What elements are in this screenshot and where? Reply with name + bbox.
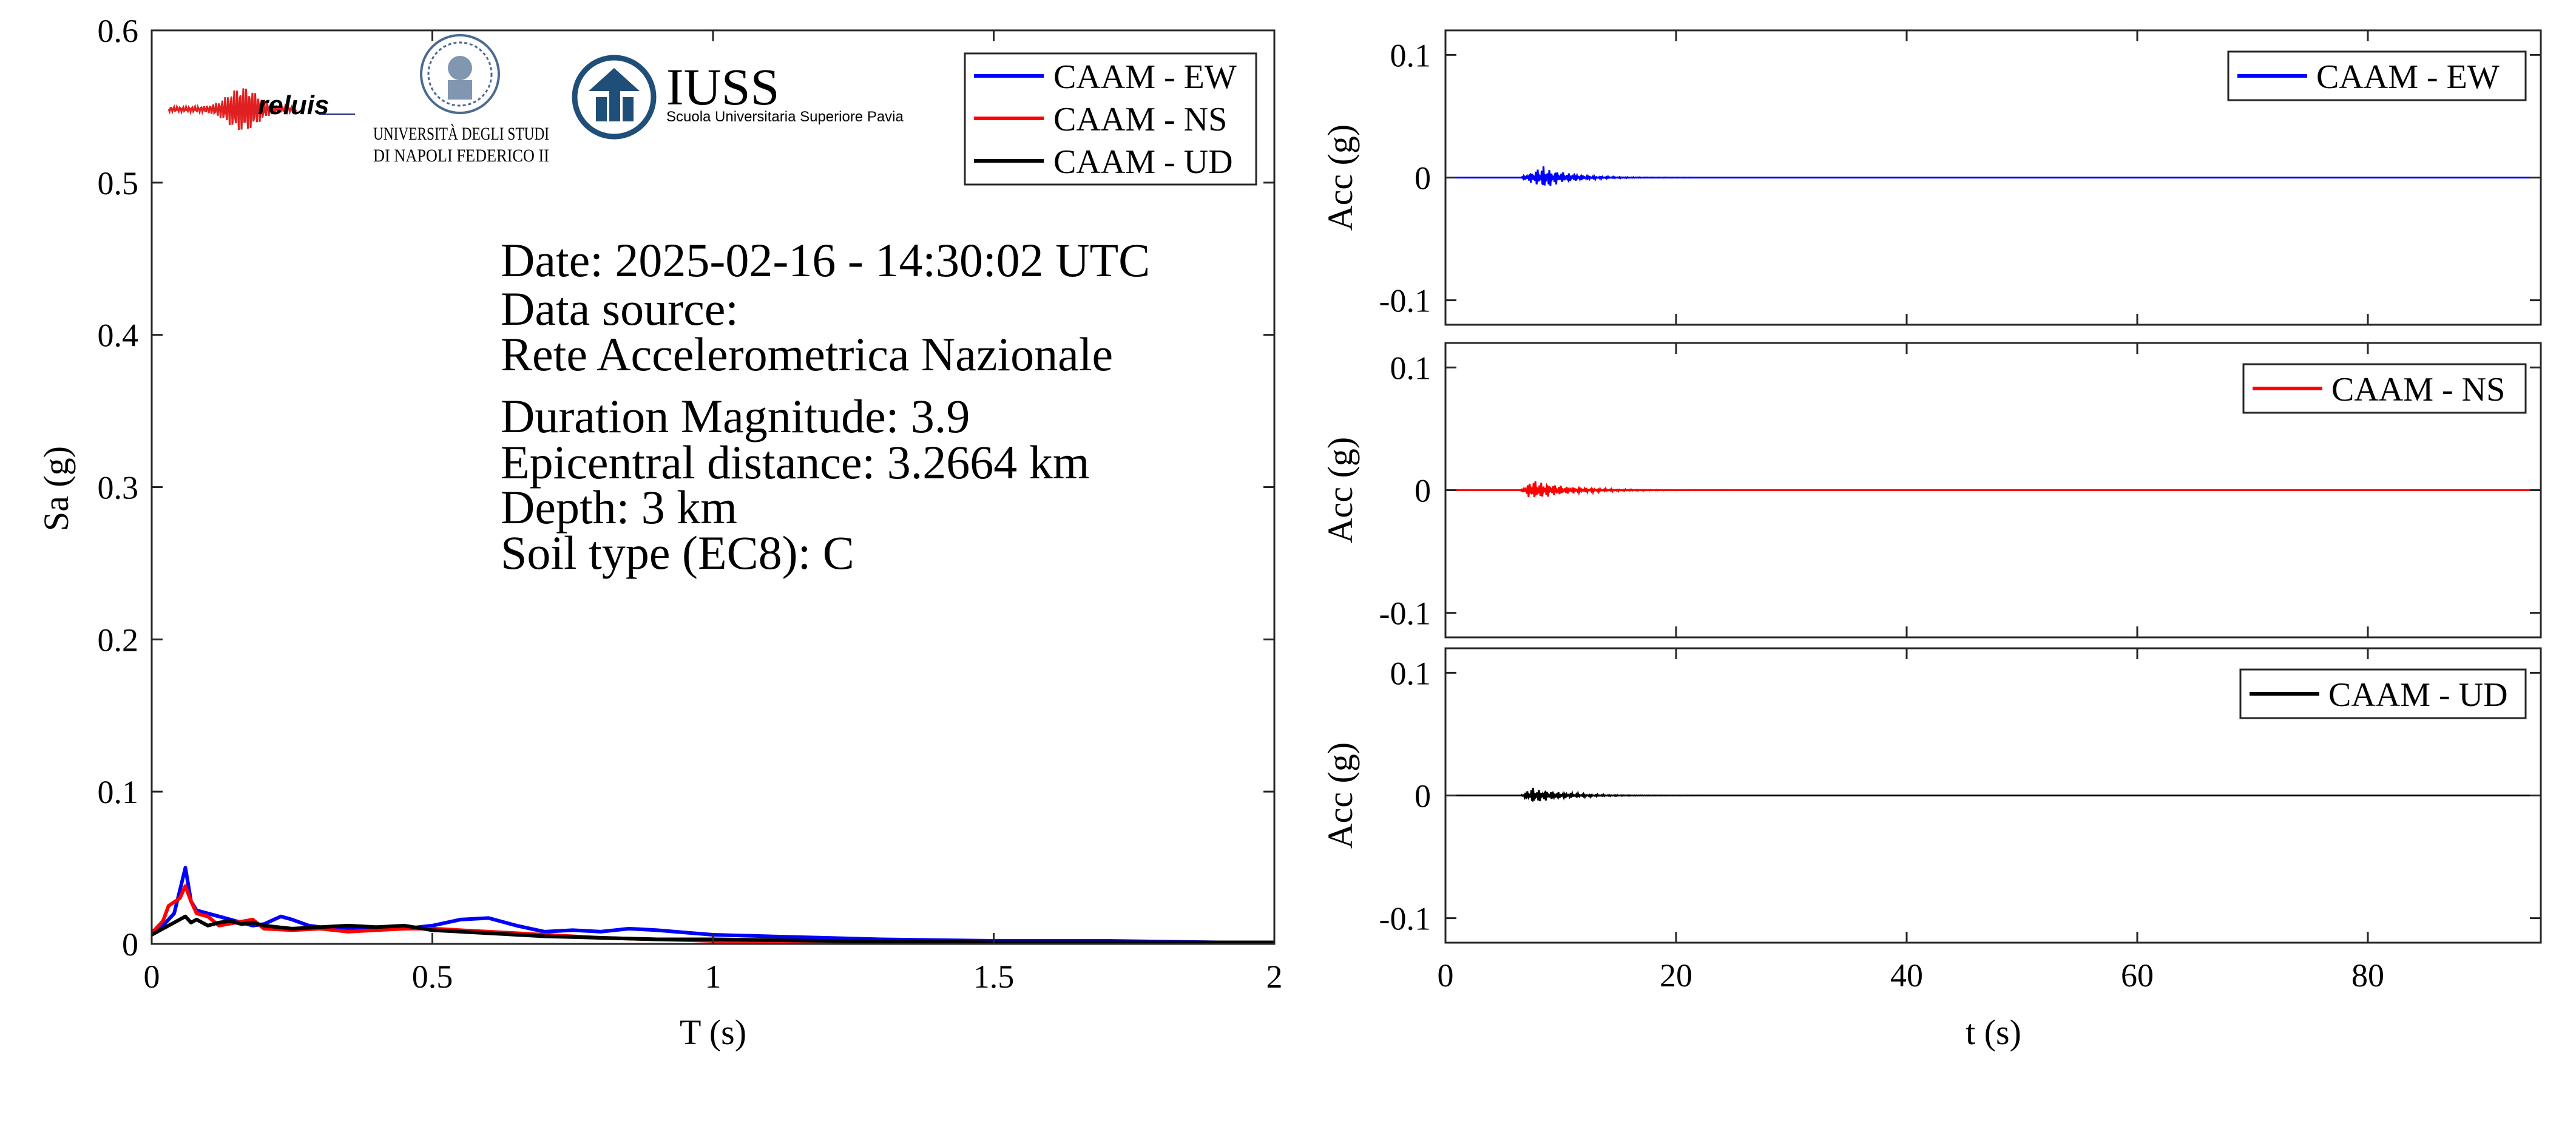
acc-signal-line bbox=[1445, 481, 2541, 498]
event-date: Date: 2025-02-16 - 14:30:02 UTC bbox=[501, 234, 1150, 287]
y-tick-label: 0.2 bbox=[98, 622, 139, 658]
soil-type: Soil type (EC8): C bbox=[501, 526, 854, 579]
iuss-logo: IUSS Scuola Universitaria Superiore Pavi… bbox=[572, 55, 904, 140]
acc-y-axis-label: Acc (g) bbox=[1320, 742, 1360, 849]
svg-text:UNIVERSITÀ DEGLI STUDI: UNIVERSITÀ DEGLI STUDI bbox=[373, 124, 549, 144]
x-tick-label: 60 bbox=[2121, 957, 2154, 994]
acc-legend-label: CAAM - UD bbox=[2328, 676, 2508, 714]
y-tick-label: -0.1 bbox=[1379, 595, 1431, 632]
x-tick-label: 0.5 bbox=[412, 958, 453, 995]
y-tick-label: 0.5 bbox=[98, 165, 139, 202]
acc-legend-box bbox=[2242, 363, 2527, 414]
y-tick-label: -0.1 bbox=[1379, 283, 1431, 319]
spectrum-x-axis-label: T (s) bbox=[680, 1012, 746, 1052]
response-spectrum-chart: 0 0.5 1 1.5 2 0 0.1 0.2 0.3 0.4 0.5 0.6 T (s) Sa (g… bbox=[36, 13, 1283, 1052]
legend-ew: CAAM - EW bbox=[1053, 58, 1237, 96]
acc-legend-label: CAAM - EW bbox=[2316, 58, 2500, 96]
y-tick-label: 0.3 bbox=[98, 470, 139, 506]
y-tick-label: 0.1 bbox=[1390, 655, 1432, 691]
x-tick-label: 1 bbox=[705, 958, 722, 995]
x-tick-label: 2 bbox=[1266, 958, 1283, 995]
reluis-logo: reluis bbox=[167, 88, 355, 131]
acc-y-axis-label: Acc (g) bbox=[1320, 124, 1360, 231]
acc-legend-label: CAAM - NS bbox=[2331, 371, 2505, 409]
spectrum-y-axis-label: Sa (g) bbox=[36, 446, 76, 531]
epicentral-distance: Epicentral distance: 3.2664 km bbox=[501, 436, 1089, 489]
duration-magnitude: Duration Magnitude: 3.9 bbox=[501, 390, 970, 443]
acc-signal-line bbox=[1445, 166, 2541, 186]
x-tick-label: 1.5 bbox=[973, 958, 1015, 995]
x-tick-label: 80 bbox=[2351, 957, 2384, 994]
time-x-axis-label: t (s) bbox=[1966, 1012, 2021, 1052]
legend-ud: CAAM - UD bbox=[1053, 143, 1233, 181]
unina-logo: UNIVERSITÀ DEGLI STUDI DI NAPOLI FEDERIC… bbox=[373, 34, 549, 166]
spectrum-series-line bbox=[150, 914, 1274, 945]
x-tick-label: 0 bbox=[144, 958, 160, 995]
spectrum-legend: CAAM - EW CAAM - NS CAAM - UD bbox=[964, 52, 1257, 186]
y-tick-label: 0 bbox=[122, 926, 138, 963]
svg-text:reluis: reluis bbox=[258, 90, 329, 120]
acc-y-axis-label: Acc (g) bbox=[1320, 437, 1360, 544]
acc-panel: -0.1 0 0.1 Acc (g) CAAM - EW bbox=[1320, 29, 2542, 326]
y-tick-label: 0.4 bbox=[98, 317, 139, 354]
svg-text:Scuola Universitaria Superiore: Scuola Universitaria Superiore Pavia bbox=[666, 109, 904, 125]
x-tick-label: 40 bbox=[1890, 957, 1923, 994]
y-tick-label: 0.1 bbox=[98, 774, 139, 810]
data-source-label: Data source: bbox=[501, 282, 739, 335]
y-tick-label: -0.1 bbox=[1379, 901, 1431, 937]
event-info: Date: 2025-02-16 - 14:30:02 UTC Data sou… bbox=[501, 234, 1150, 579]
y-tick-label: 0.1 bbox=[1390, 350, 1432, 386]
acc-legend-box bbox=[2227, 50, 2527, 101]
y-tick-label: 0.6 bbox=[98, 13, 139, 49]
acc-panel: -0.1 0 0.1 Acc (g) CAAM - NS bbox=[1320, 342, 2542, 639]
depth: Depth: 3 km bbox=[501, 481, 737, 534]
svg-text:IUSS: IUSS bbox=[666, 58, 779, 116]
data-source: Rete Accelerometrica Nazionale bbox=[501, 328, 1113, 381]
y-tick-label: 0 bbox=[1415, 160, 1431, 197]
x-tick-label: 0 bbox=[1438, 957, 1454, 994]
x-tick-label: 20 bbox=[1660, 957, 1692, 994]
legend-ns: CAAM - NS bbox=[1053, 101, 1227, 138]
y-tick-label: 0 bbox=[1415, 778, 1431, 815]
acc-signal-line bbox=[1445, 787, 2541, 802]
y-tick-label: 0 bbox=[1415, 473, 1431, 509]
y-tick-label: 0.1 bbox=[1390, 37, 1432, 73]
svg-text:DI NAPOLI FEDERICO II: DI NAPOLI FEDERICO II bbox=[373, 146, 549, 166]
